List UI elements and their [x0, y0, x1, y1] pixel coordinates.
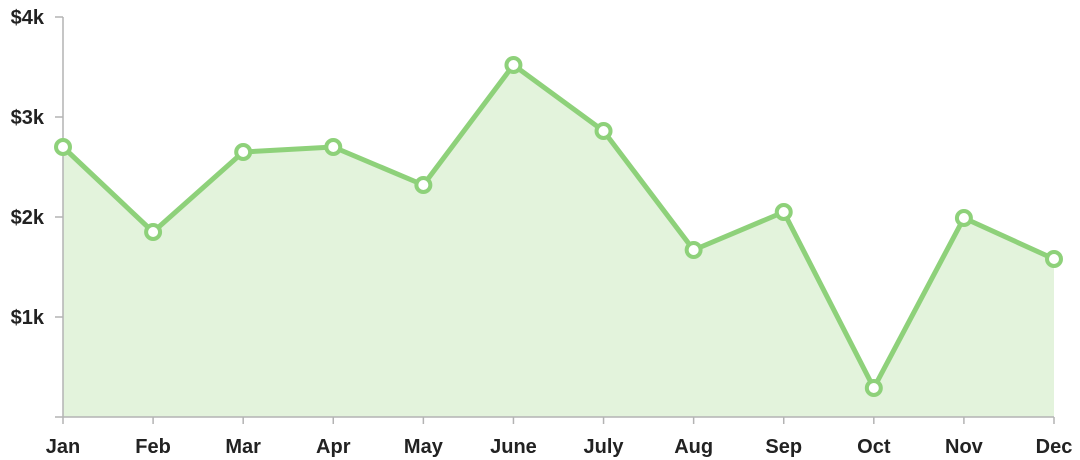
- data-point-may[interactable]: [414, 176, 433, 194]
- y-tick-label: $4k: [11, 7, 45, 29]
- x-axis-ticks: Jan Feb Mar Apr May June July Aug Sep Oct Nov Dec: [46, 417, 1073, 458]
- y-tick-label: $1k: [11, 307, 45, 329]
- data-point-apr[interactable]: [324, 138, 343, 156]
- y-tick-label: $2k: [11, 207, 45, 229]
- area-fill-layer: [63, 65, 1054, 417]
- data-point-oct[interactable]: [864, 379, 883, 397]
- data-point-mar[interactable]: [234, 143, 253, 161]
- x-tick-label: Dec: [1036, 436, 1073, 458]
- x-tick-label: June: [490, 436, 537, 458]
- data-point-july[interactable]: [594, 122, 613, 140]
- data-point-june[interactable]: [504, 56, 523, 74]
- x-tick-label: Apr: [316, 436, 351, 458]
- area-fill: [63, 65, 1054, 417]
- x-tick-label: July: [584, 436, 625, 458]
- x-tick-label: Oct: [857, 436, 891, 458]
- x-tick-label: Aug: [674, 436, 713, 458]
- x-tick-label: Feb: [135, 436, 171, 458]
- y-tick-label: $3k: [11, 107, 45, 129]
- data-point-jan[interactable]: [54, 138, 72, 156]
- x-tick-label: Nov: [945, 436, 984, 458]
- data-points: [54, 56, 1063, 397]
- x-tick-label: Jan: [46, 436, 80, 458]
- x-tick-label: May: [404, 436, 444, 458]
- y-axis-ticks: $1k $2k $3k $4k: [11, 7, 63, 418]
- series-line-layer: [60, 62, 1057, 391]
- series-line: [60, 62, 1057, 391]
- x-tick-label: Mar: [225, 436, 261, 458]
- data-point-nov[interactable]: [954, 209, 973, 227]
- data-point-dec[interactable]: [1045, 250, 1063, 268]
- data-point-feb[interactable]: [144, 223, 163, 241]
- data-point-sep[interactable]: [774, 203, 793, 221]
- data-point-aug[interactable]: [684, 241, 703, 259]
- x-tick-label: Sep: [765, 436, 802, 458]
